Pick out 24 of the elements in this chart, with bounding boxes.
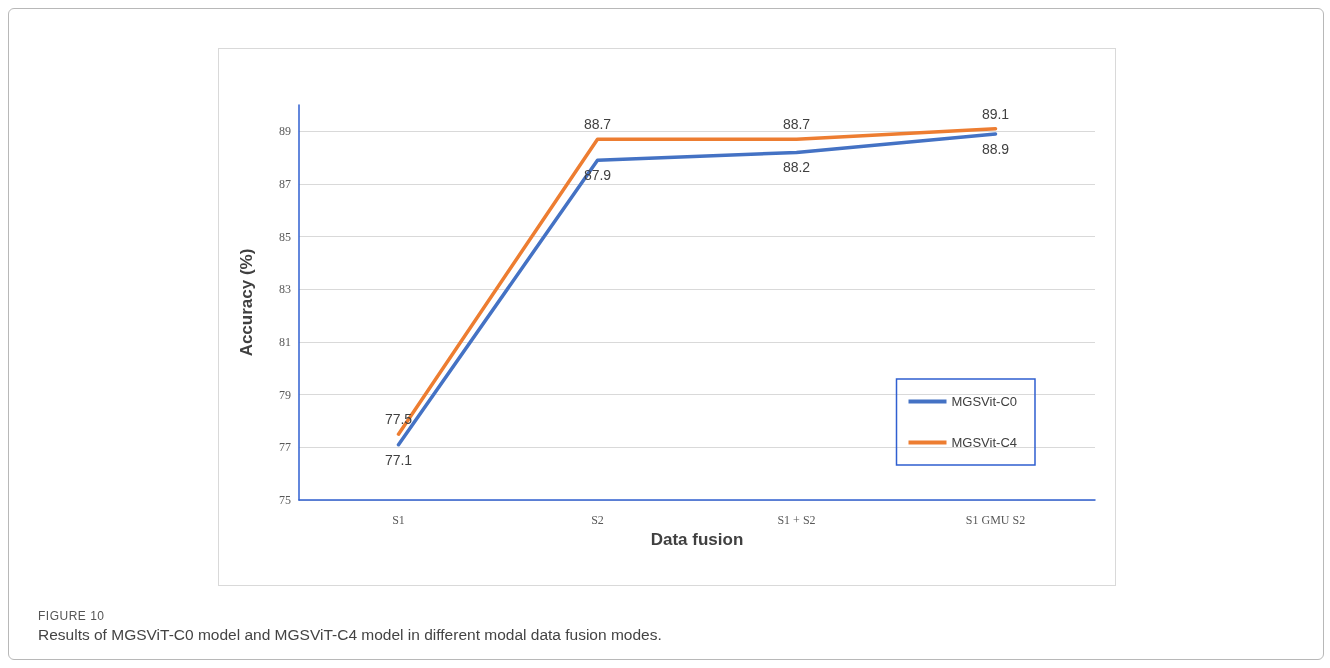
x-tick-label: S1 GMU S2 (965, 513, 1026, 527)
y-tick-label: 89 (279, 124, 291, 139)
y-tick-label: 77 (279, 440, 291, 455)
y-tick-label: 85 (279, 229, 291, 244)
text: Results of MGSViT-C0 model and MGSViT-C4 model in different modal data fusion modes. (38, 626, 663, 644)
y-tick-label: 87 (279, 177, 291, 191)
y-tick-label: 75 (279, 493, 291, 507)
y-tick-label: 81 (279, 335, 291, 349)
y-tick-label: 83 (279, 282, 291, 297)
x-tick-label: S1 (392, 513, 405, 527)
data-label: 88.2 (782, 159, 811, 176)
data-label: 89.1 (981, 105, 1010, 122)
data-label: 77.1 (384, 451, 413, 468)
legend-label: MGSVit-C4 (951, 435, 1017, 450)
data-label: 88.7 (583, 116, 612, 133)
y-tick-label: 79 (279, 387, 291, 402)
legend-label: MGSVit-C0 (951, 394, 1017, 409)
data-label: 88.7 (782, 116, 811, 133)
x-tick-label: S2 (591, 513, 604, 527)
y-axis-title: Accuracy (%) (237, 248, 256, 357)
data-label: 88.9 (981, 140, 1010, 157)
x-axis-title: Data fusion (650, 529, 744, 549)
caption: FIGURE 10 (38, 609, 106, 623)
x-tick-label: S1 + S2 (777, 513, 816, 527)
